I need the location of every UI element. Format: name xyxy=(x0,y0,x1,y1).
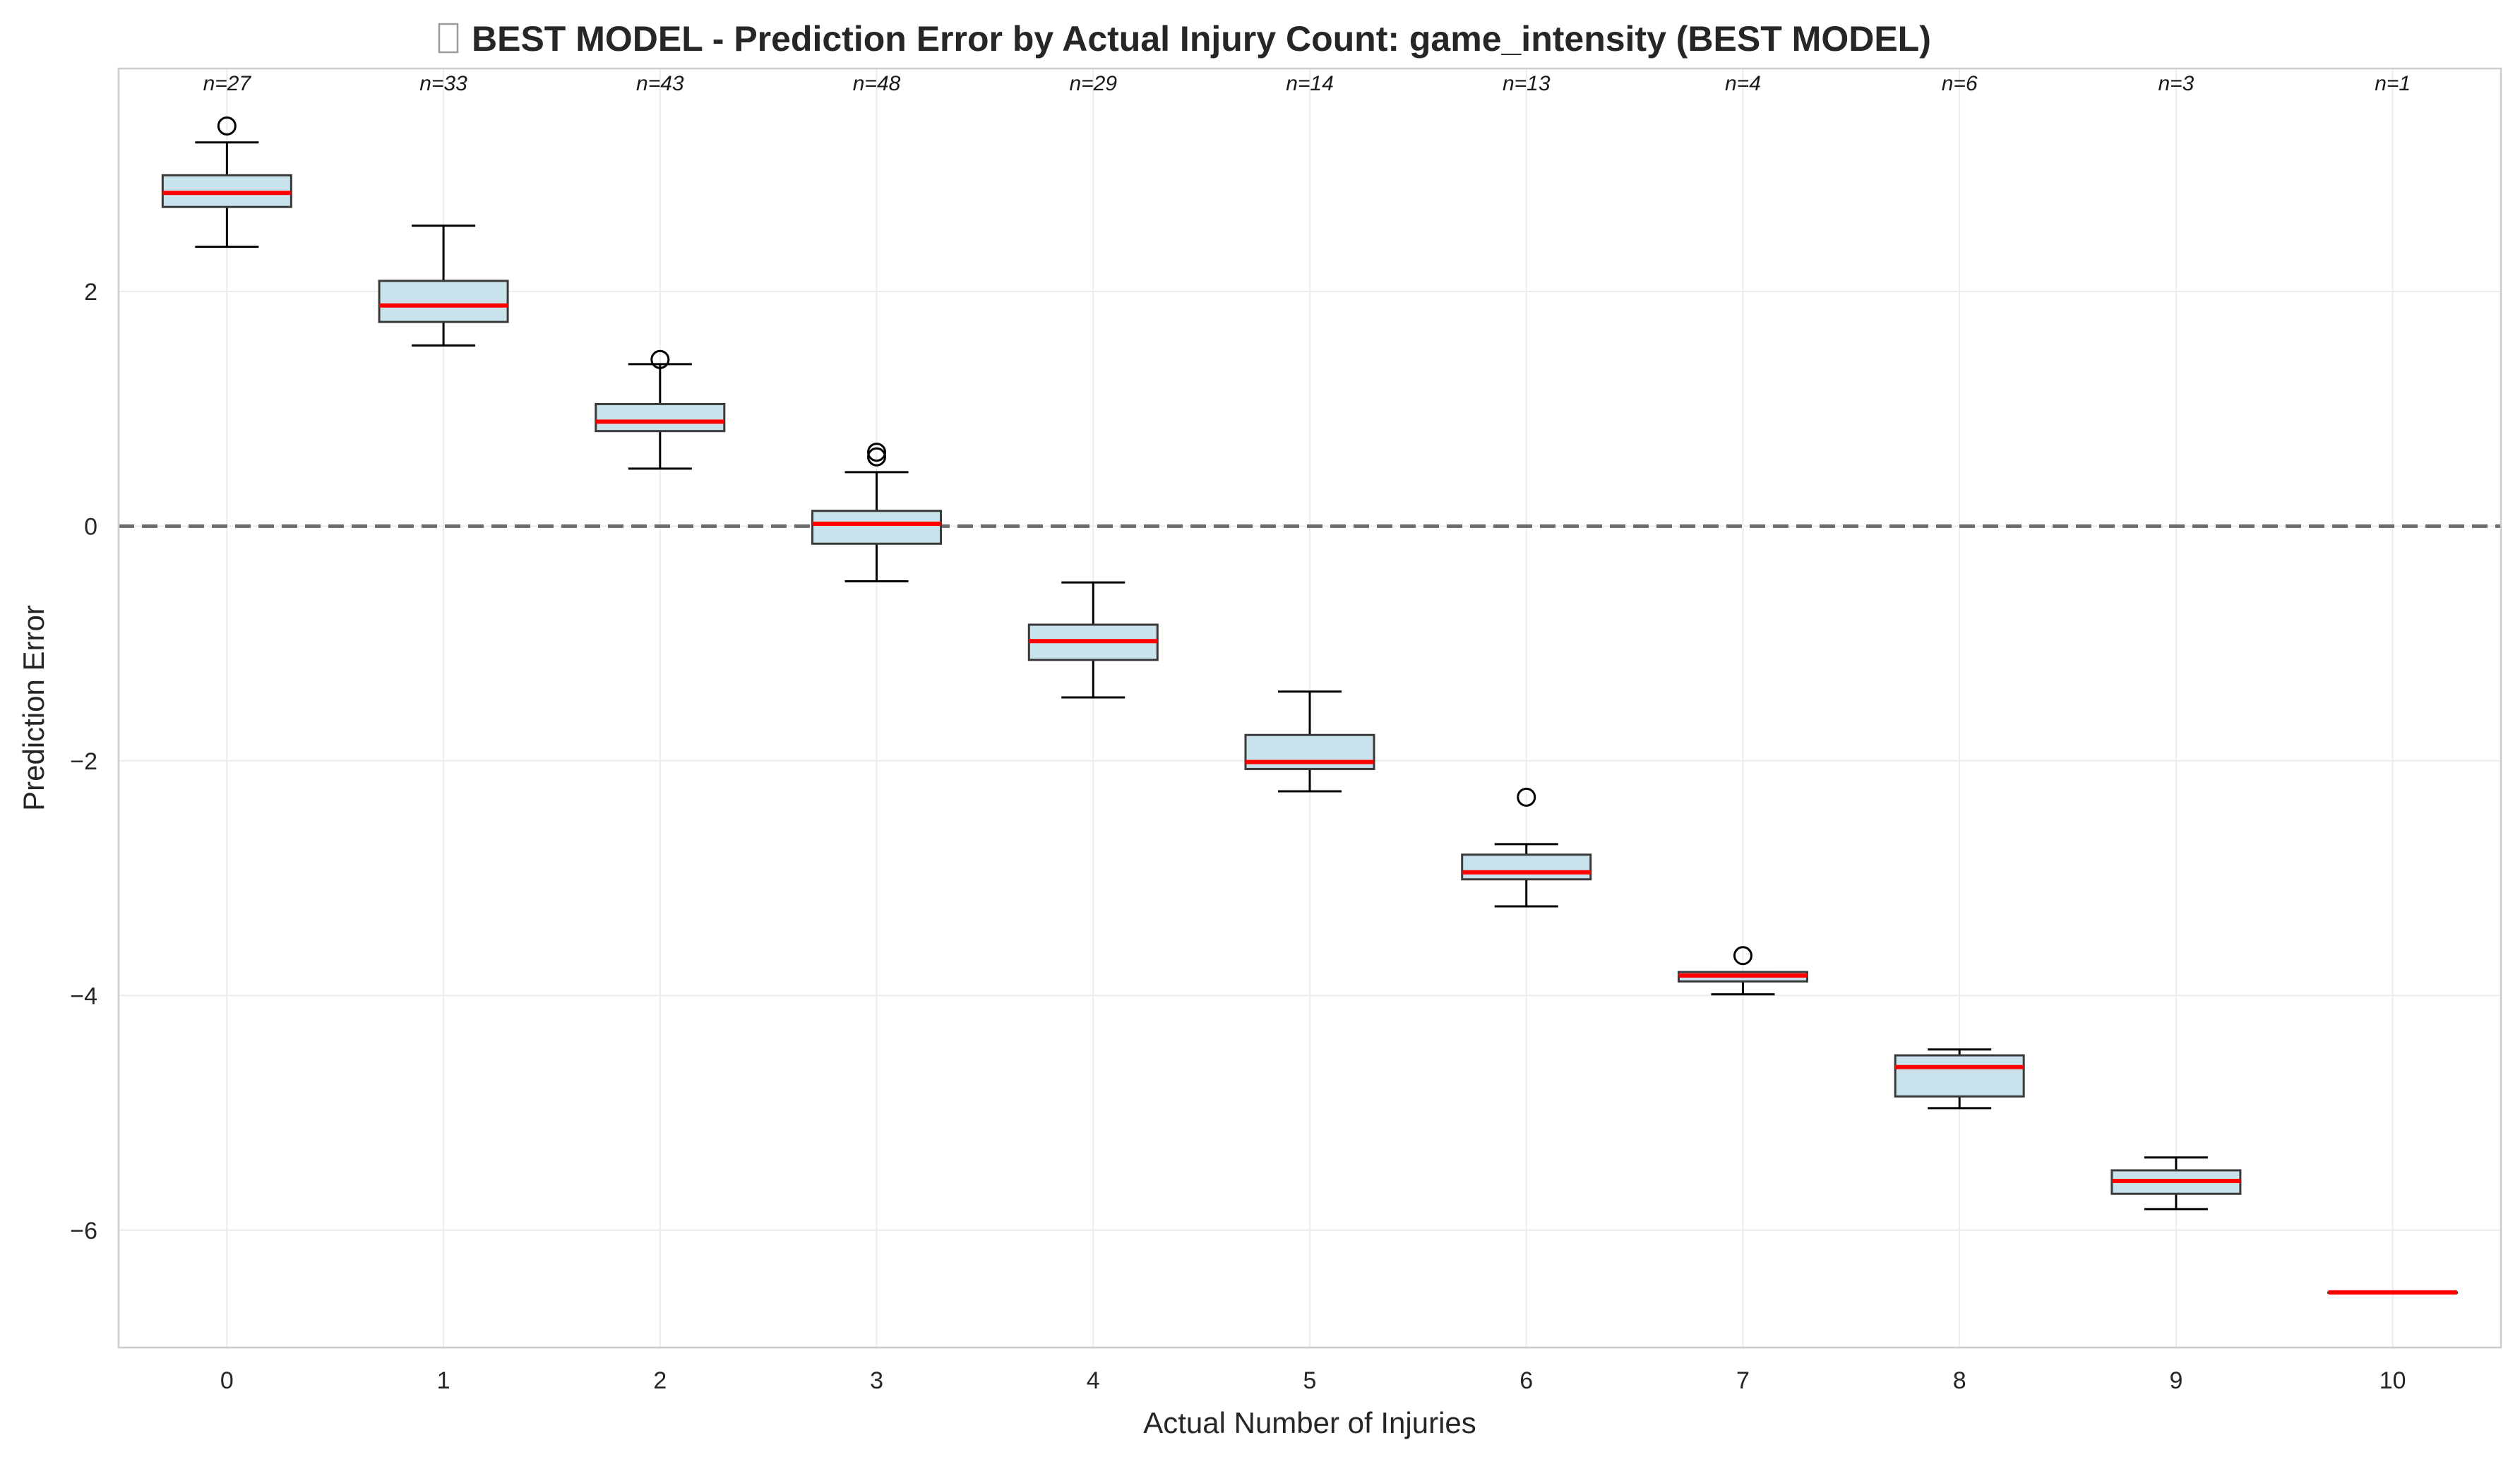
x-tick-label: 0 xyxy=(220,1367,234,1394)
sample-size-label: n=4 xyxy=(1725,72,1761,95)
x-tick-labels: 0 1 2 3 4 5 6 7 8 9 10 xyxy=(220,1367,2406,1394)
box-group xyxy=(1244,690,1375,793)
x-tick-label: 6 xyxy=(1519,1367,1533,1394)
iqr-box xyxy=(811,510,943,545)
sample-size-label: n=6 xyxy=(1942,72,1978,95)
box-group xyxy=(2327,1290,2459,1295)
y-axis-label: Prediction Error xyxy=(17,605,50,811)
sample-size-label: n=13 xyxy=(1503,72,1551,95)
sample-size-labels: n=27 n=33 n=43 n=48 n=29 n=14 n=13 n=4 n=6 n=3 n=1 xyxy=(203,72,2411,95)
x-tick-label: 4 xyxy=(1087,1367,1100,1394)
x-tick-label: 7 xyxy=(1736,1367,1750,1394)
y-tick-labels: 2 0 −2 −4 −6 xyxy=(70,279,97,1244)
box-group xyxy=(1027,581,1159,699)
iqr-box xyxy=(595,402,726,433)
y-tick-label: −2 xyxy=(70,748,97,775)
box-group xyxy=(595,349,726,470)
sample-size-label: n=48 xyxy=(853,72,901,95)
x-tick-label: 5 xyxy=(1303,1367,1317,1394)
x-tick-label: 8 xyxy=(1953,1367,1966,1394)
sample-size-label: n=33 xyxy=(419,72,467,95)
sample-size-label: n=1 xyxy=(2375,72,2411,95)
x-tick-label: 9 xyxy=(2169,1367,2182,1394)
box-group xyxy=(1677,946,1808,996)
outlier-point xyxy=(867,443,887,462)
box-group xyxy=(1894,1048,2025,1110)
sample-size-label: n=27 xyxy=(203,72,252,95)
x-tick-label: 1 xyxy=(437,1367,450,1394)
outlier-point xyxy=(867,447,887,467)
iqr-box xyxy=(1461,853,1592,881)
x-tick-label: 10 xyxy=(2379,1367,2406,1394)
box-group xyxy=(811,443,943,582)
sample-size-label: n=14 xyxy=(1286,72,1334,95)
box-group xyxy=(161,116,292,248)
sample-size-label: n=3 xyxy=(2158,72,2194,95)
outlier-point xyxy=(1517,787,1536,807)
outlier-point xyxy=(217,116,237,136)
box-layer xyxy=(161,116,2459,1295)
y-tick-label: 2 xyxy=(84,279,97,306)
outlier-point xyxy=(650,349,670,369)
chart-title-group: BEST MODEL - Prediction Error by Actual … xyxy=(438,19,1931,59)
sample-size-label: n=43 xyxy=(636,72,684,95)
y-tick-label: −6 xyxy=(70,1218,97,1244)
chart-title: BEST MODEL - Prediction Error by Actual … xyxy=(472,19,1931,59)
outlier-point xyxy=(1733,946,1752,966)
box-group xyxy=(2110,1156,2242,1211)
sample-size-label: n=29 xyxy=(1069,72,1117,95)
iqr-box xyxy=(378,280,509,323)
y-tick-label: 0 xyxy=(84,513,97,540)
box-group xyxy=(1461,787,1592,908)
box-group xyxy=(378,224,509,347)
x-axis-label: Actual Number of Injuries xyxy=(1143,1406,1476,1439)
missing-glyph-icon xyxy=(438,23,459,54)
y-tick-label: −4 xyxy=(70,983,97,1009)
iqr-box xyxy=(1894,1054,2025,1098)
x-tick-label: 2 xyxy=(653,1367,667,1394)
plot-frame xyxy=(117,67,2502,1349)
x-tick-label: 3 xyxy=(870,1367,883,1394)
